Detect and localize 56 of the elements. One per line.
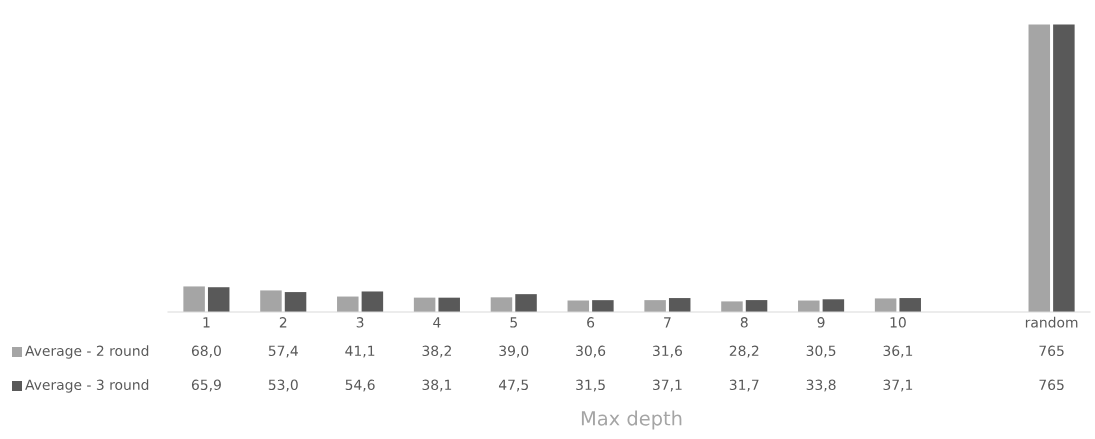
x-tick-label: 6: [587, 317, 595, 328]
x-tick-label: 3: [356, 317, 364, 328]
x-tick-label: 9: [817, 317, 825, 328]
x-tick-label: 2: [279, 317, 287, 328]
data-label: 57,4: [268, 345, 298, 358]
data-label: 30,5: [806, 345, 836, 358]
bar: [874, 298, 897, 312]
data-label: 38,1: [422, 379, 452, 392]
bar: [438, 297, 460, 312]
bar: [1028, 24, 1051, 312]
data-label: 765: [1039, 379, 1064, 391]
data-label: 765: [1039, 345, 1064, 357]
data-label: 33,8: [806, 379, 836, 392]
data-label: 47,5: [498, 379, 528, 392]
data-label: 30,6: [576, 345, 606, 358]
data-label: 41,1: [345, 345, 375, 358]
bar: [284, 292, 307, 312]
bar: [745, 300, 768, 312]
data-label: 65,9: [191, 379, 221, 392]
bar: [183, 286, 205, 312]
data-label: 36,1: [883, 345, 913, 358]
bar: [644, 300, 666, 312]
data-label: 31,5: [576, 379, 605, 392]
bar: [822, 299, 845, 312]
bar: [361, 291, 384, 312]
data-label: 68,0: [191, 345, 221, 358]
data-label: 31,6: [653, 345, 682, 358]
x-axis-title: Max depth: [581, 410, 682, 430]
data-label: 37,1: [883, 379, 913, 392]
bar: [515, 294, 537, 312]
legend-label: Average - 3 round: [25, 379, 149, 393]
bar: [1053, 24, 1075, 312]
data-label: 37,1: [653, 379, 682, 392]
x-tick-label: 4: [433, 317, 441, 328]
data-label: 53,0: [268, 379, 298, 392]
bar: [490, 297, 513, 312]
bar: [721, 301, 743, 312]
x-tick-label: 7: [664, 317, 671, 328]
data-label: 54,6: [345, 379, 375, 392]
data-label: 38,2: [422, 345, 451, 358]
bar: [260, 290, 282, 312]
bar: [337, 296, 359, 312]
bar: [899, 298, 921, 312]
bar: [592, 300, 614, 312]
bar: [207, 287, 230, 312]
x-tick-label: 1: [203, 317, 210, 328]
bar: [567, 300, 590, 312]
data-label: 31,7: [729, 379, 759, 392]
legend-label: Average - 2 round: [25, 345, 149, 359]
x-tick-label: random: [1025, 316, 1078, 328]
bar: [668, 298, 691, 312]
x-tick-label: 10: [890, 317, 906, 328]
data-label: 39,0: [499, 345, 529, 358]
x-tick-label: 5: [510, 317, 517, 328]
data-label: 28,2: [729, 345, 759, 358]
x-tick-label: 8: [740, 317, 748, 328]
